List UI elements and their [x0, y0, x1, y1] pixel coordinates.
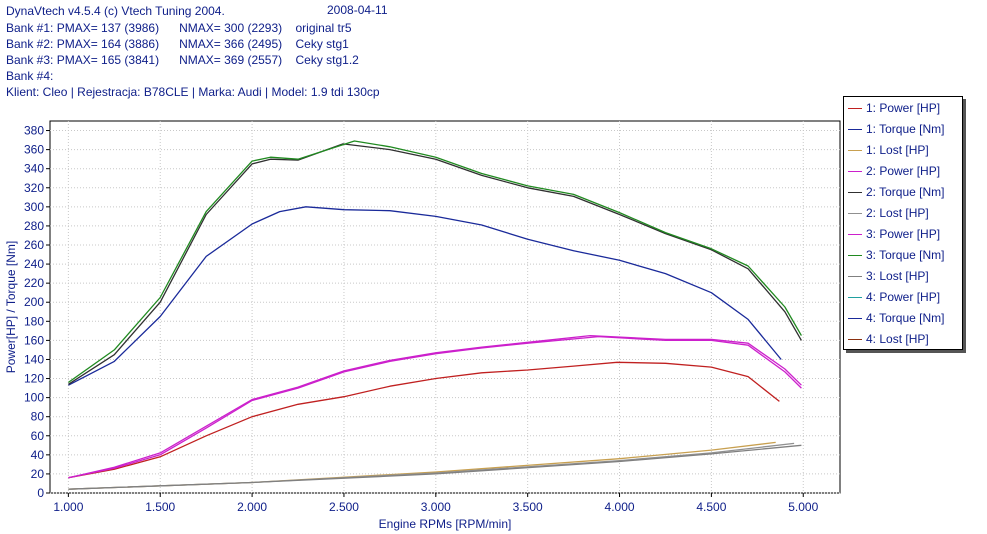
- chart-legend[interactable]: 1: Power [HP] 1: Torque [Nm] 1: Lost [HP] 2…: [843, 96, 963, 350]
- y-tick-label: 180: [24, 314, 44, 328]
- y-tick-label: 360: [24, 143, 44, 157]
- y-tick-label: 40: [31, 448, 45, 462]
- y-tick-label: 280: [24, 219, 44, 233]
- plot-area: [49, 120, 841, 494]
- legend-item[interactable]: 4: Power [HP]: [848, 287, 940, 308]
- legend-label: 2: Power [HP]: [866, 164, 941, 178]
- client-info: Klient: Cleo | Rejestracja: B78CLE | Mar…: [6, 85, 380, 99]
- y-tick-label: 60: [31, 429, 45, 443]
- series-line-1: [68, 361, 780, 479]
- y-tick-label: 260: [24, 238, 44, 252]
- legend-swatch: [848, 297, 862, 299]
- x-tick-label: 1.000: [53, 500, 83, 514]
- legend-label: 1: Lost [HP]: [866, 143, 929, 157]
- series-line-9: [68, 444, 802, 490]
- app-title: DynaVtech v4.5.4 (c) Vtech Tuning 2004.: [6, 4, 225, 18]
- y-tick-label: 80: [31, 410, 45, 424]
- bank-4-summary: Bank #4:: [6, 69, 54, 83]
- legend-swatch: [848, 276, 862, 278]
- legend-label: 4: Lost [HP]: [866, 332, 929, 346]
- x-tick-label: 1.500: [145, 500, 175, 514]
- legend-swatch: [848, 213, 862, 215]
- bank-3-summary: Bank #3: PMAX= 165 (3841) NMAX= 369 (255…: [6, 53, 359, 67]
- y-tick-label: 380: [24, 124, 44, 138]
- legend-swatch: [848, 108, 862, 110]
- y-tick-label: 240: [24, 257, 44, 271]
- y-tick-label: 100: [24, 391, 44, 405]
- legend-swatch: [848, 192, 862, 194]
- legend-label: 2: Torque [Nm]: [866, 185, 945, 199]
- y-tick-label: 340: [24, 162, 44, 176]
- legend-swatch: [848, 318, 862, 320]
- x-tick-label: 5.000: [788, 500, 818, 514]
- y-tick-label: 320: [24, 181, 44, 195]
- legend-label: 4: Torque [Nm]: [866, 311, 945, 325]
- legend-swatch: [848, 129, 862, 131]
- x-axis-label: Engine RPMs [RPM/min]: [379, 517, 512, 531]
- series-line-4: [68, 335, 802, 479]
- bank-2-summary: Bank #2: PMAX= 164 (3886) NMAX= 366 (249…: [6, 37, 349, 51]
- legend-item[interactable]: 3: Lost [HP]: [848, 266, 929, 287]
- legend-swatch: [848, 234, 862, 236]
- legend-item[interactable]: 4: Torque [Nm]: [848, 308, 944, 329]
- legend-item[interactable]: 3: Torque [Nm]: [848, 245, 944, 266]
- legend-label: 2: Lost [HP]: [866, 206, 929, 220]
- test-date: 2008-04-11: [327, 3, 388, 17]
- y-tick-label: 300: [24, 200, 44, 214]
- legend-item[interactable]: 1: Power [HP]: [848, 98, 940, 119]
- legend-label: 1: Power [HP]: [866, 101, 941, 115]
- y-tick-label: 220: [24, 276, 44, 290]
- legend-item[interactable]: 3: Power [HP]: [848, 224, 940, 245]
- x-tick-label: 3.000: [421, 500, 451, 514]
- legend-swatch: [848, 171, 862, 173]
- legend-label: 3: Power [HP]: [866, 227, 941, 241]
- legend-label: 1: Torque [Nm]: [866, 122, 945, 136]
- legend-swatch: [848, 339, 862, 341]
- legend-item[interactable]: 2: Power [HP]: [848, 161, 940, 182]
- legend-swatch: [848, 150, 862, 152]
- y-tick-label: 200: [24, 295, 44, 309]
- x-tick-label: 4.000: [605, 500, 635, 514]
- series-line-5: [68, 143, 802, 385]
- y-tick-label: 20: [31, 467, 45, 481]
- legend-item[interactable]: 2: Torque [Nm]: [848, 182, 944, 203]
- legend-label: 4: Power [HP]: [866, 290, 941, 304]
- legend-item[interactable]: 1: Lost [HP]: [848, 140, 929, 161]
- legend-swatch: [848, 255, 862, 257]
- bank-1-summary: Bank #1: PMAX= 137 (3986) NMAX= 300 (229…: [6, 21, 352, 35]
- y-tick-label: 160: [24, 333, 44, 347]
- series-line-8: [68, 140, 802, 383]
- x-tick-label: 2.500: [329, 500, 359, 514]
- series-line-2: [68, 206, 782, 386]
- y-axis-label: Power[HP] / Torque [Nm]: [4, 241, 18, 374]
- x-tick-label: 4.500: [696, 500, 726, 514]
- legend-item[interactable]: 4: Lost [HP]: [848, 329, 929, 350]
- x-tick-label: 3.500: [513, 500, 543, 514]
- y-tick-label: 140: [24, 352, 44, 366]
- series-line-7: [68, 334, 802, 479]
- legend-label: 3: Lost [HP]: [866, 269, 929, 283]
- x-tick-label: 2.000: [237, 500, 267, 514]
- legend-item[interactable]: 1: Torque [Nm]: [848, 119, 944, 140]
- y-tick-label: 120: [24, 372, 44, 386]
- y-tick-label: 0: [37, 486, 44, 500]
- legend-item[interactable]: 2: Lost [HP]: [848, 203, 929, 224]
- legend-label: 3: Torque [Nm]: [866, 248, 945, 262]
